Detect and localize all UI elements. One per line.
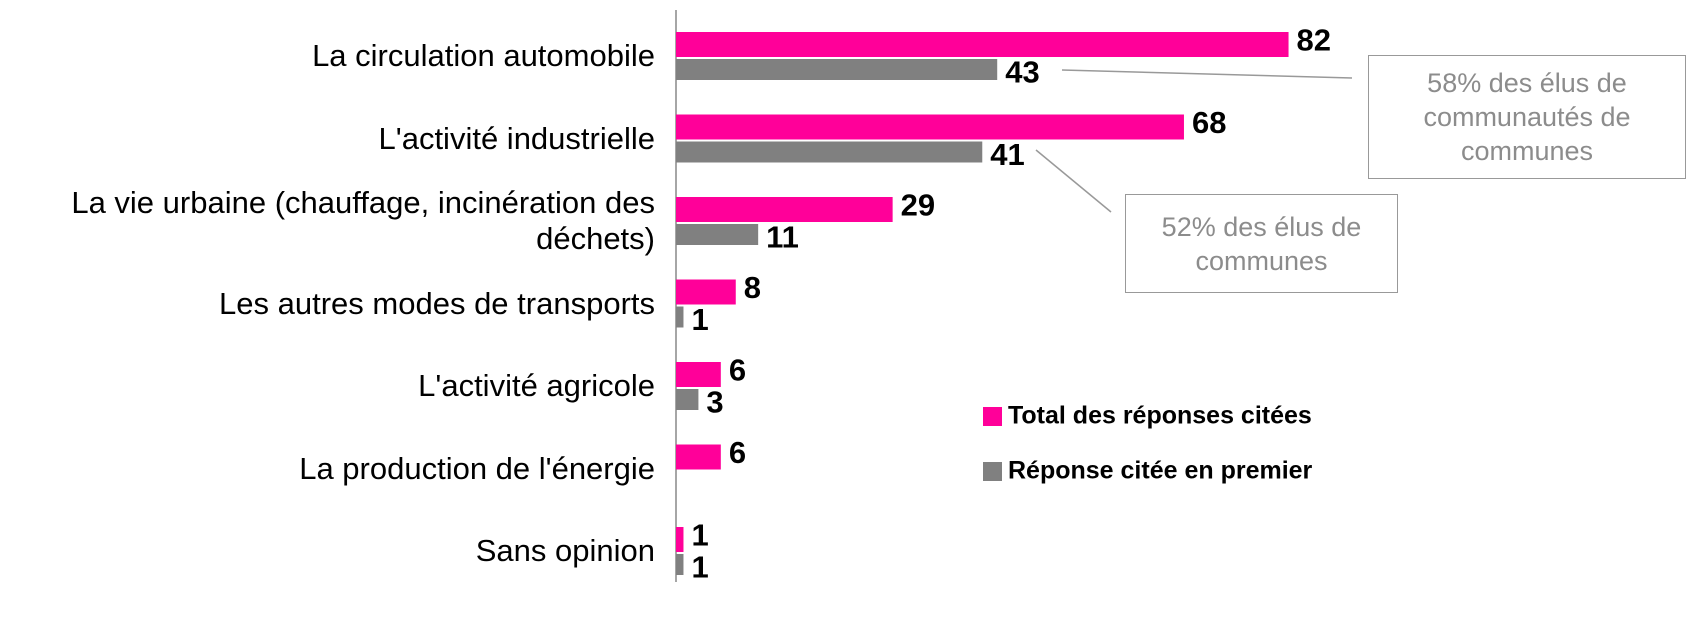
bar [676,224,759,245]
bar [676,362,721,387]
value-label: 1 [691,550,708,585]
category-label: La production de l'énergie [299,450,655,486]
category-label: Sans opinion [475,533,655,568]
bar [676,444,721,470]
bar [676,114,1184,140]
bar [676,197,893,222]
value-label: 3 [706,385,723,420]
bar [676,59,998,80]
leader-line [1035,149,1112,213]
bar [676,527,684,552]
legend-label: Réponse citée en premier [1008,457,1313,485]
value-label: 11 [766,220,799,255]
category-label: Les autres modes de transports [219,285,655,321]
legend-swatch [983,462,1002,481]
category-label: L'activité agricole [418,368,655,403]
value-label: 68 [1192,105,1226,140]
value-label: 1 [691,518,708,553]
value-label: 82 [1297,23,1331,58]
value-label: 41 [990,137,1024,172]
category-label: La circulation automobile [312,38,655,73]
legend-label: Total des réponses citées [1008,402,1312,430]
bar [676,306,684,328]
bar [676,279,736,305]
value-label: 6 [729,353,746,388]
bar [676,32,1289,57]
value-label: 1 [691,302,708,337]
value-label: 8 [744,270,761,305]
leader-line [1061,69,1353,79]
annotation: 52% des élus de communes [1125,194,1398,293]
bar [676,554,684,575]
category-label: L'activité industrielle [378,120,655,156]
legend-swatch [983,407,1002,426]
annotation: 58% des élus de communautés de communes [1368,55,1686,179]
bar [676,389,699,410]
value-label: 6 [729,435,746,470]
value-label: 43 [1005,55,1039,90]
value-label: 29 [901,188,935,223]
bar [676,141,983,163]
category-label: La vie urbaine (chauffage, incinération … [71,185,655,256]
